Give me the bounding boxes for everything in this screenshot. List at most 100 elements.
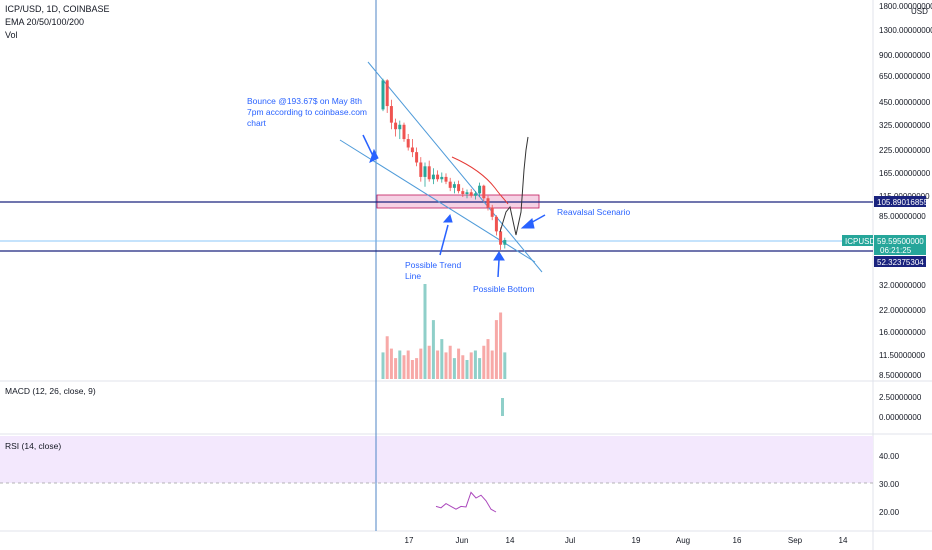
candlestick-series (381, 78, 507, 250)
current-price-value: 59.59500000 (877, 237, 924, 246)
candle-body (473, 193, 477, 196)
candle-body (381, 80, 385, 110)
bounce-note-line-1[interactable]: Bounce @193.67$ on May 8th (247, 96, 362, 106)
candle-body (402, 124, 406, 140)
bounce-note-line-3[interactable]: chart (247, 118, 267, 128)
candle-body (452, 184, 456, 188)
candle-countdown: 06:21:25 (880, 246, 912, 255)
volume-bar (389, 348, 393, 379)
candle-body (448, 181, 452, 188)
volume-bar (465, 360, 469, 379)
bounce-arrowhead (369, 148, 379, 163)
candle-body (427, 166, 431, 180)
reversal-note[interactable]: Reavalsal Scenario (557, 207, 631, 217)
candle-body (494, 216, 498, 232)
volume-bar (427, 345, 431, 379)
candle-body (482, 185, 486, 199)
upper-level-tag (874, 196, 926, 207)
volume-bar (452, 358, 456, 379)
volume-bar (469, 352, 473, 379)
rsi-line (435, 491, 497, 513)
price-tick-label: 325.00000000 (879, 121, 931, 130)
volume-bar (457, 348, 461, 379)
macd-title[interactable]: MACD (12, 26, close, 9) (5, 386, 96, 396)
reversal-projection-path[interactable] (499, 136, 529, 236)
trend-arrowhead (442, 213, 453, 223)
price-scale[interactable]: 1800.00000000 1300.00000000 900.00000000 65… (879, 2, 932, 380)
reversal-arrowhead (520, 218, 535, 229)
price-tick-label: 165.00000000 (879, 169, 931, 178)
candle-body (503, 239, 507, 245)
volume-bar (473, 350, 477, 379)
volume-bar (486, 339, 490, 379)
ema-line (451, 156, 509, 205)
trend-note-line-2[interactable]: Line (405, 271, 421, 281)
bottom-arrow (497, 259, 500, 278)
price-tick-label: 1300.00000000 (879, 26, 932, 35)
time-tick-label: Aug (676, 536, 690, 545)
rsi-tick-label: 40.00 (879, 452, 900, 461)
rsi-scale[interactable]: 40.00 30.00 20.00 (879, 452, 900, 517)
lower-level-tag (874, 256, 926, 267)
price-tick-label: 8.50000000 (879, 371, 922, 380)
bounce-note-line-2[interactable]: 7pm according to coinbase.com (247, 107, 367, 117)
volume-bar (385, 336, 389, 379)
price-tick-label: 900.00000000 (879, 51, 931, 60)
price-tick-label: 450.00000000 (879, 98, 931, 107)
currency-label: USD (911, 7, 928, 16)
bottom-note[interactable]: Possible Bottom (473, 284, 534, 294)
volume-bar (406, 350, 410, 379)
volume-bar (398, 350, 402, 379)
volume-bar (402, 355, 406, 379)
symbol-tag (842, 235, 873, 246)
volume-bar (415, 358, 419, 379)
volume-bar (381, 352, 385, 379)
volume-bar (419, 348, 423, 379)
ema-indicator-title[interactable]: EMA 20/50/100/200 (5, 17, 85, 27)
volume-bar (490, 350, 494, 379)
trend-line-upper[interactable] (367, 61, 543, 273)
trend-arrow (439, 224, 449, 256)
lower-level-value: 52.32375304 (877, 258, 924, 267)
time-axis[interactable]: 17 Jun 14 Jul 19 Aug 16 Sep 14 (405, 536, 848, 545)
time-tick-label: 19 (632, 536, 641, 545)
volume-bar (436, 350, 440, 379)
candle-body (444, 176, 448, 182)
volume-bar (478, 358, 482, 379)
volume-bar (482, 345, 486, 379)
volume-bar (494, 320, 498, 379)
candle-body (389, 106, 393, 123)
price-tick-label: 11.50000000 (879, 351, 926, 360)
price-tick-label: 85.00000000 (879, 212, 926, 221)
volume-bar (503, 352, 507, 379)
macd-tick-label: 0.00000000 (879, 413, 922, 422)
symbol-tag-text: ICPUSD (845, 237, 875, 246)
volume-bar (461, 355, 465, 379)
price-tick-label: 1800.00000000 (879, 2, 932, 11)
volume-bar (448, 345, 452, 379)
candle-body (394, 122, 398, 130)
time-tick-label: 17 (405, 536, 414, 545)
candle-body (490, 207, 494, 217)
candle-body (431, 174, 435, 180)
candle-body (461, 191, 465, 195)
rsi-tick-label: 30.00 (879, 480, 900, 489)
trend-note-line-1[interactable]: Possible Trend (405, 260, 461, 270)
candle-body (410, 147, 414, 153)
candle-body (478, 185, 482, 194)
upper-level-value: 105.89016855 (877, 198, 929, 207)
candle-body (398, 124, 402, 130)
macd-scale[interactable]: 2.50000000 0.00000000 (879, 393, 922, 422)
volume-indicator-title[interactable]: Vol (5, 30, 18, 40)
current-price-tag (874, 235, 926, 255)
time-tick-label: 16 (733, 536, 742, 545)
annotation-arrows (362, 134, 546, 278)
macd-histogram-bar (501, 398, 504, 416)
price-tick-label: 22.00000000 (879, 306, 926, 315)
price-tick-label: 32.00000000 (879, 281, 926, 290)
rsi-title[interactable]: RSI (14, close) (5, 441, 61, 451)
candle-body (457, 184, 461, 192)
volume-bar (423, 284, 427, 379)
volume-bar (394, 358, 398, 379)
